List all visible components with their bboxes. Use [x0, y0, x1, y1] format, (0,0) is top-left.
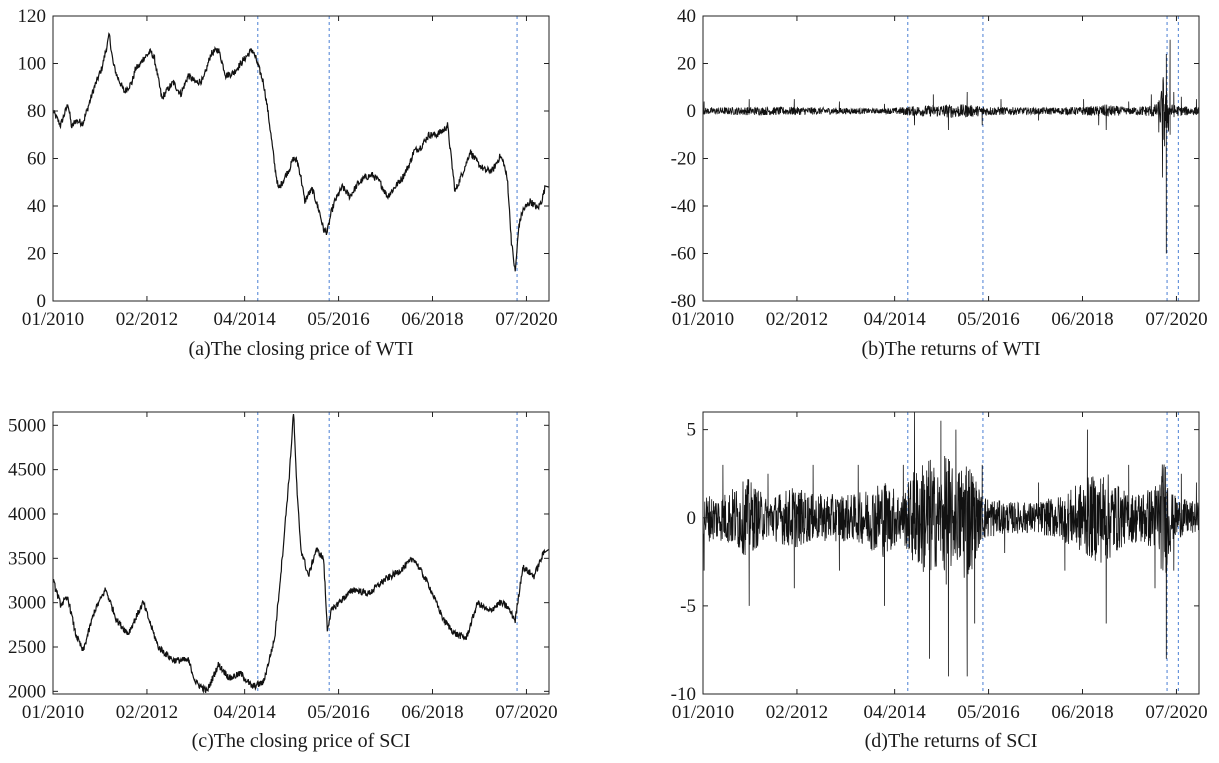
x-tick-label: 01/2010 — [22, 702, 84, 723]
x-tick-label: 06/2018 — [1051, 309, 1113, 330]
y-tick-label: 4000 — [8, 504, 46, 525]
panel-sci-price: 2000 2500 3000 3500 4000 4500 5000 01/2010 02/2… — [8, 411, 558, 752]
y-tick-label: 5 — [687, 420, 697, 441]
series-path — [702, 411, 1200, 677]
y-tick-label: 3000 — [8, 593, 46, 614]
x-tick-label: 06/2018 — [1051, 702, 1113, 723]
y-tick-label: 4500 — [8, 460, 46, 481]
y-tick-label: 3500 — [8, 548, 46, 569]
y-tick-label: -60 — [671, 244, 696, 265]
y-axis: 2000 2500 3000 3500 4000 4500 5000 — [8, 415, 549, 702]
y-axis: -80 -60 -40 -20 0 20 40 — [671, 6, 1199, 312]
y-tick-label: -40 — [671, 196, 696, 217]
x-tick-label: 05/2016 — [307, 309, 369, 330]
plot-frame — [702, 411, 1200, 695]
y-tick-label: 0 — [687, 101, 697, 122]
x-tick-label: 07/2020 — [495, 702, 557, 723]
x-axis: 01/2010 02/2012 04/2014 05/2016 06/2018 07/20… — [672, 412, 1208, 723]
series-line — [52, 32, 549, 272]
y-tick-label: 0 — [37, 291, 47, 312]
panel-caption: (a)The closing price of WTI — [188, 338, 413, 360]
series-line — [702, 39, 1200, 254]
x-tick-label: 02/2012 — [766, 309, 828, 330]
panel-caption: (b)The returns of WTI — [861, 338, 1040, 360]
y-tick-label: 2500 — [8, 637, 46, 658]
plot-frame — [702, 15, 1200, 302]
x-tick-label: 01/2010 — [22, 309, 84, 330]
x-tick-label: 02/2012 — [766, 702, 828, 723]
x-tick-label: 02/2012 — [116, 309, 178, 330]
y-tick-label: -80 — [671, 291, 696, 312]
event-lines — [257, 412, 518, 694]
y-tick-label: 40 — [27, 196, 46, 217]
x-tick-label: 07/2020 — [1145, 702, 1207, 723]
x-tick-label: 07/2020 — [495, 309, 557, 330]
y-tick-label: 100 — [18, 54, 47, 75]
y-axis: 0 20 40 60 80 100 120 — [18, 6, 549, 312]
x-tick-label: 04/2014 — [213, 702, 276, 723]
x-axis: 01/2010 02/2012 04/2014 05/2016 06/2018 07/20… — [22, 16, 558, 330]
x-tick-label: 06/2018 — [401, 309, 463, 330]
x-tick-label: 01/2010 — [672, 309, 734, 330]
y-tick-label: 40 — [677, 6, 696, 27]
panel-sci-returns: -10 -5 0 5 01/2010 02/2012 04/2014 05/2016 06/2… — [671, 411, 1208, 752]
series-line — [52, 414, 549, 694]
panel-caption: (c)The closing price of SCI — [192, 730, 411, 752]
event-lines — [907, 16, 1179, 301]
panel-caption: (d)The returns of SCI — [865, 730, 1038, 752]
series-line — [702, 411, 1200, 677]
x-tick-label: 05/2016 — [307, 702, 369, 723]
plot-frame — [52, 411, 550, 695]
y-tick-label: 80 — [27, 101, 46, 122]
series-path — [702, 39, 1200, 254]
x-tick-label: 01/2010 — [672, 702, 734, 723]
x-tick-label: 04/2014 — [863, 309, 926, 330]
y-tick-label: -10 — [671, 684, 696, 705]
x-tick-label: 04/2014 — [213, 309, 276, 330]
series-path — [52, 32, 549, 272]
panel-wti-price: 0 20 40 60 80 100 120 01/2010 02/2012 04/2014 05/… — [18, 6, 558, 360]
y-tick-label: -5 — [680, 596, 696, 617]
x-tick-label: 07/2020 — [1145, 309, 1207, 330]
x-tick-label: 06/2018 — [401, 702, 463, 723]
y-tick-label: 20 — [677, 54, 696, 75]
x-tick-label: 05/2016 — [957, 309, 1019, 330]
y-tick-label: 20 — [27, 244, 46, 265]
x-tick-label: 04/2014 — [863, 702, 926, 723]
y-tick-label: 5000 — [8, 415, 46, 436]
x-tick-label: 02/2012 — [116, 702, 178, 723]
y-tick-label: -20 — [671, 149, 696, 170]
y-axis: -10 -5 0 5 — [671, 420, 1199, 705]
y-tick-label: 60 — [27, 149, 46, 170]
x-axis: 01/2010 02/2012 04/2014 05/2016 06/2018 07/20… — [672, 16, 1208, 330]
x-tick-label: 05/2016 — [957, 702, 1019, 723]
y-tick-label: 2000 — [8, 681, 46, 702]
y-tick-label: 0 — [687, 508, 697, 529]
x-axis: 01/2010 02/2012 04/2014 05/2016 06/2018 07/20… — [22, 412, 558, 723]
series-path — [52, 414, 549, 694]
y-tick-label: 120 — [18, 6, 47, 27]
